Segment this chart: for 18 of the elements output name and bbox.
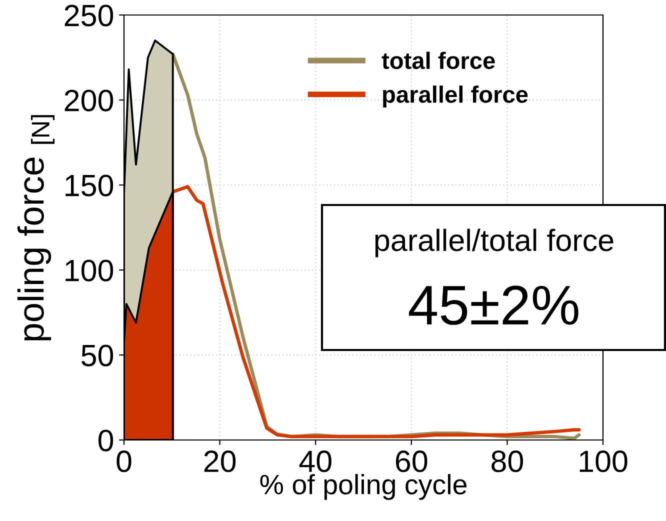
x-axis-title: % of poling cycle bbox=[260, 474, 466, 500]
y-tick-label: 200 bbox=[64, 90, 114, 112]
x-tick-label: 20 bbox=[204, 450, 236, 472]
annotation: 45±2% bbox=[408, 286, 578, 325]
x-tick-label: 40 bbox=[299, 450, 332, 472]
x-tick-label: 60 bbox=[396, 450, 428, 472]
x-tick-label: 100 bbox=[580, 450, 628, 472]
y-tick-label: 50 bbox=[82, 344, 114, 366]
annotation: parallel/total force bbox=[375, 228, 614, 258]
x-tick-label: 80 bbox=[492, 450, 523, 472]
y-tick-label: 100 bbox=[66, 260, 114, 282]
legend-label: parallel force bbox=[383, 86, 528, 108]
x-tick-label: 0 bbox=[116, 450, 132, 472]
y-tick-label: 150 bbox=[66, 174, 114, 196]
legend-label: total force bbox=[382, 52, 495, 70]
y-tick-label: 0 bbox=[98, 430, 114, 452]
y-tick-label: 250 bbox=[64, 4, 114, 26]
y-axis-title: poling force $_{[N]}$ bbox=[17, 115, 55, 340]
